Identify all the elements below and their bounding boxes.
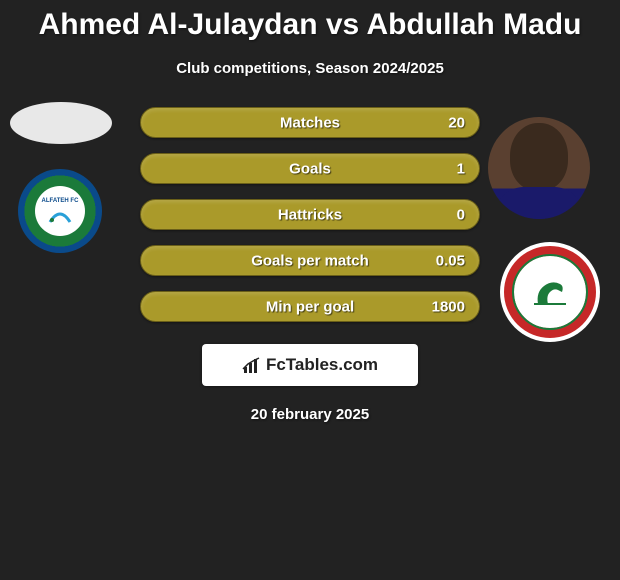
page-title: Ahmed Al-Julaydan vs Abdullah Madu — [0, 0, 620, 42]
stat-label: Goals per match — [251, 252, 369, 269]
stat-row-goals-per-match: Goals per match 0.05 — [140, 245, 480, 276]
player-right-club-logo — [500, 242, 600, 342]
bar-chart-icon — [242, 357, 262, 373]
stat-value-right: 0 — [457, 206, 465, 223]
stat-value-right: 1800 — [432, 298, 465, 315]
stat-value-right: 20 — [448, 114, 465, 131]
comparison-content: ALFATEH FC Matches 20 Goals 1 — [0, 107, 620, 423]
player-left-club-logo: ALFATEH FC — [18, 169, 102, 253]
stat-label: Goals — [289, 160, 331, 177]
stat-value-right: 1 — [457, 160, 465, 177]
stat-row-min-per-goal: Min per goal 1800 — [140, 291, 480, 322]
brand-badge[interactable]: FcTables.com — [202, 344, 418, 386]
stat-row-goals: Goals 1 — [140, 153, 480, 184]
subtitle: Club competitions, Season 2024/2025 — [0, 60, 620, 77]
stat-label: Hattricks — [278, 206, 342, 223]
stats-bars: Matches 20 Goals 1 Hattricks 0 Goals per… — [140, 107, 480, 322]
club-right-ring — [504, 246, 596, 338]
stat-row-hattricks: Hattricks 0 — [140, 199, 480, 230]
stat-label: Min per goal — [266, 298, 354, 315]
player-left-avatar — [10, 102, 112, 144]
stat-label: Matches — [280, 114, 340, 131]
player-right-avatar — [488, 117, 590, 219]
club-right-emblem — [530, 274, 570, 310]
club-left-badge: ALFATEH FC — [35, 186, 85, 236]
stat-value-right: 0.05 — [436, 252, 465, 269]
stat-row-matches: Matches 20 — [140, 107, 480, 138]
footer-date: 20 february 2025 — [0, 406, 620, 423]
brand-text: FcTables.com — [266, 355, 378, 375]
